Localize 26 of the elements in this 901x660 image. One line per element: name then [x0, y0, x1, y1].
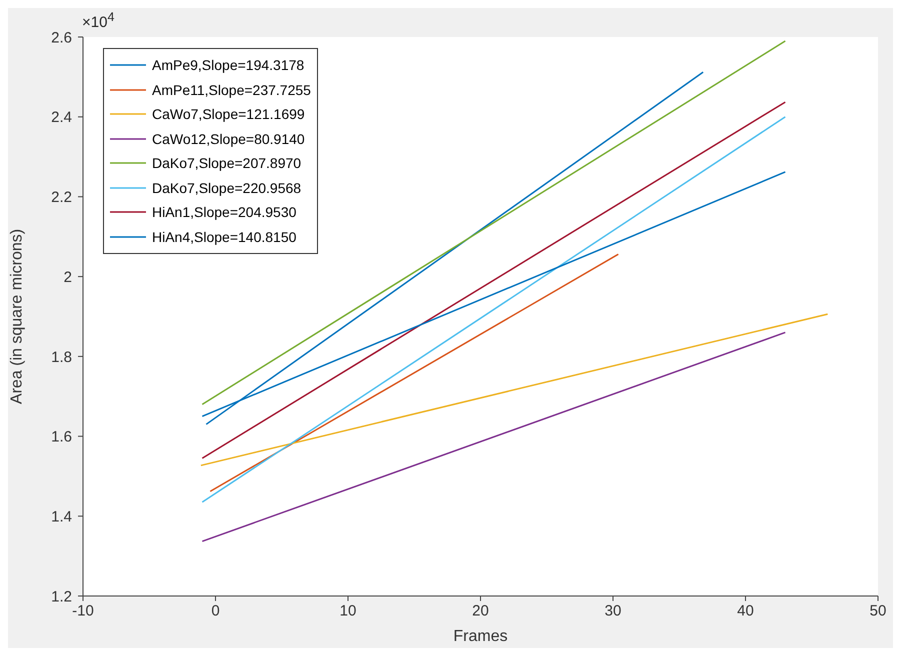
x-tick-label: 50: [870, 602, 886, 620]
y-tick-label: 1.6: [51, 428, 72, 446]
x-tick-label: 10: [340, 602, 356, 620]
y-tick-label: 1.4: [51, 508, 72, 526]
legend-label: CaWo7,Slope=121.1699: [152, 105, 305, 124]
x-tick-label: 20: [472, 602, 489, 620]
y-tick-label: 2.4: [51, 109, 72, 126]
x-tick-label: 0: [211, 602, 220, 620]
x-axis-title: Frames: [453, 628, 508, 645]
legend-label: AmPe9,Slope=194.3178: [152, 56, 304, 75]
legend-label: CaWo12,Slope=80.9140: [152, 130, 305, 149]
x-tick-label: -10: [72, 602, 94, 620]
legend-label: DaKo7,Slope=220.9568: [152, 178, 302, 198]
y-tick-label: 2: [64, 268, 72, 286]
y-axis-title: Area (in square microns): [8, 228, 26, 404]
y-tick-label: 2.6: [51, 29, 72, 46]
x-tick-label: 30: [604, 602, 622, 620]
legend-label: DaKo7,Slope=207.8970: [152, 154, 302, 173]
legend-label: HiAn4,Slope=140.8150: [152, 228, 296, 247]
y-tick-label: 1.8: [51, 348, 72, 366]
y-tick-label: 1.2: [51, 588, 72, 606]
y-tick-label: 2.2: [51, 189, 72, 206]
x-tick-label: 40: [737, 602, 754, 620]
legend-label: AmPe11,Slope=237.7255: [152, 80, 311, 100]
legend-label: HiAn1,Slope=204.9530: [152, 203, 296, 222]
text: ×10$^{4}$: [82, 10, 114, 31]
